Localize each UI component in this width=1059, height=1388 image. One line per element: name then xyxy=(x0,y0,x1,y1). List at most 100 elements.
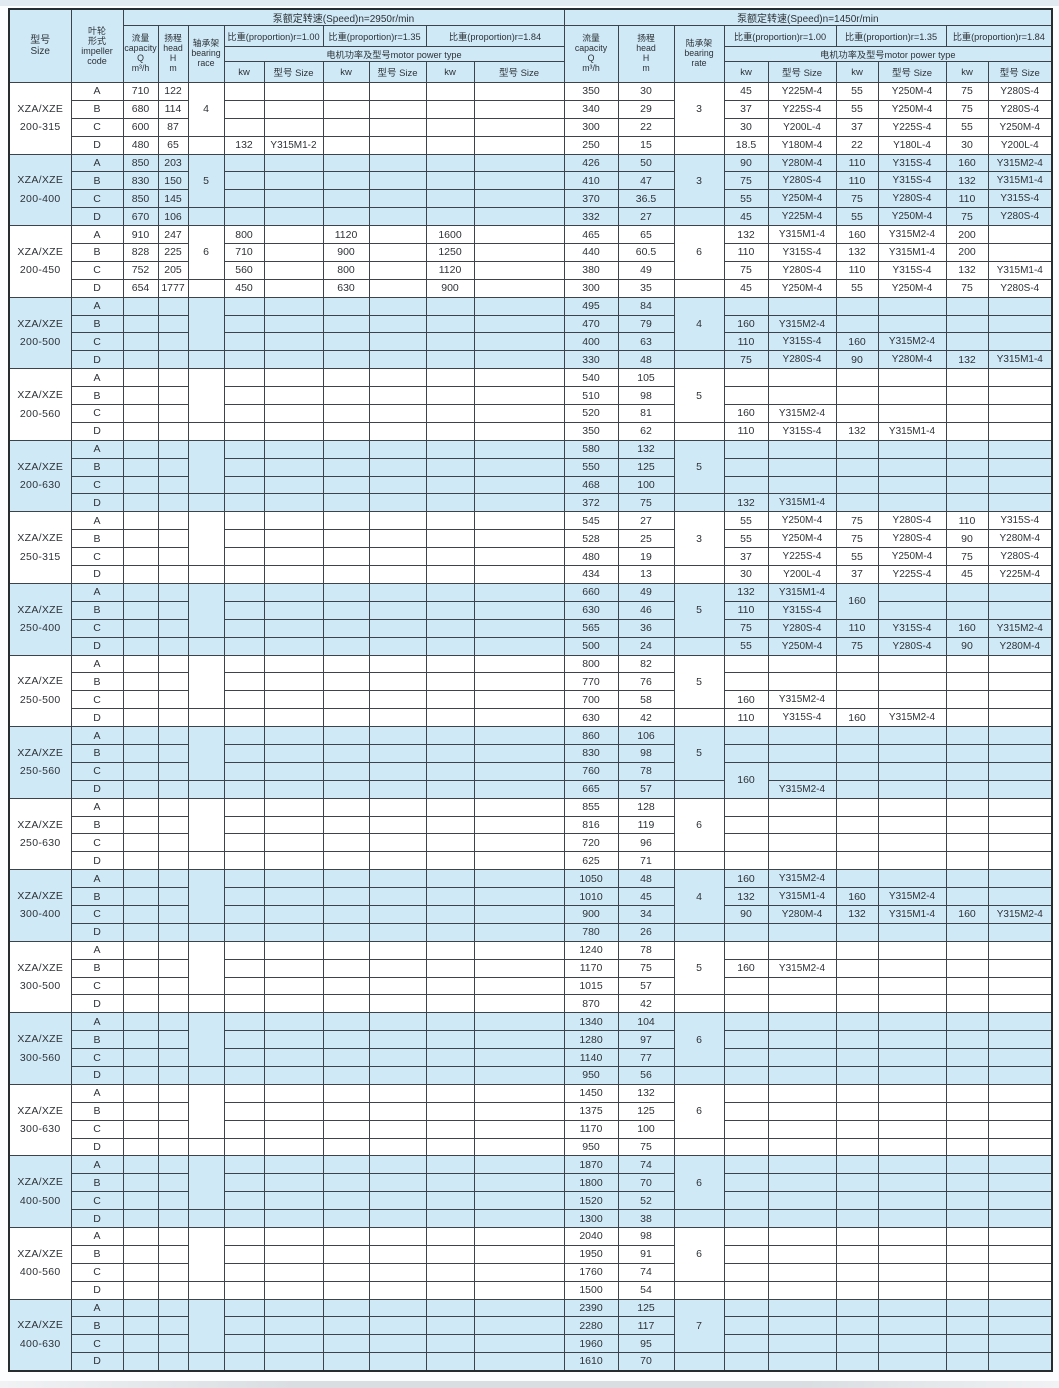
cell-impeller-code: A xyxy=(70,1083,124,1103)
cell-head-2950 xyxy=(157,672,189,692)
cell-head-1450: 52 xyxy=(617,1191,675,1211)
cell-motor-type-1450: Y280S-4 xyxy=(767,171,837,191)
cell-capacity-2950: 680 xyxy=(122,99,159,119)
cell-motor-type-1450 xyxy=(767,797,837,817)
cell-head-1450: 19 xyxy=(617,547,675,567)
cell-capacity-2950 xyxy=(122,1352,159,1372)
cell-bearing-1450 xyxy=(673,1065,725,1085)
cell-motor-kw-1450: 37 xyxy=(835,117,879,137)
cell-motor-kw-1450 xyxy=(723,1298,769,1318)
cell-motor-type-2950 xyxy=(473,260,565,280)
cell-motor-type-2950 xyxy=(263,260,324,280)
cell-motor-type-1450: Y250M-4 xyxy=(767,636,837,656)
cell-motor-kw-2950 xyxy=(322,1137,370,1157)
cell-motor-type-2950 xyxy=(263,1119,324,1139)
cell-head-1450: 50 xyxy=(617,153,675,173)
cell-motor-type-2950 xyxy=(473,797,565,817)
cell-head-2950 xyxy=(157,547,189,567)
cell-motor-kw-1450 xyxy=(945,600,989,620)
cell-motor-type-2950 xyxy=(473,421,565,441)
cell-impeller-code: B xyxy=(70,1101,124,1121)
cell-motor-type-2950 xyxy=(263,296,324,316)
cell-motor-type-1450: Y225S-4 xyxy=(877,117,947,137)
cell-motor-kw-1450 xyxy=(945,1048,989,1067)
cell-head-2950 xyxy=(157,904,189,924)
cell-motor-kw-2950 xyxy=(223,421,265,441)
cell-motor-kw-2950 xyxy=(223,565,265,584)
cell-motor-type-1450 xyxy=(987,404,1053,423)
cell-motor-type-1450 xyxy=(987,1298,1053,1318)
cell-head-1450: 98 xyxy=(617,1227,675,1246)
cell-capacity-1450: 580 xyxy=(563,439,619,459)
cell-bearing-2950 xyxy=(187,869,225,924)
cell-motor-kw-2950 xyxy=(425,672,475,692)
cell-capacity-2950: 710 xyxy=(122,82,159,101)
header-kw-left-0: kw xyxy=(223,61,265,83)
cell-motor-kw-2950 xyxy=(322,600,370,620)
cell-motor-kw-2950 xyxy=(223,1191,265,1211)
cell-head-2950: 114 xyxy=(157,99,189,119)
cell-impeller-code: D xyxy=(70,1065,124,1085)
cell-capacity-2950 xyxy=(122,1191,159,1211)
cell-head-1450: 77 xyxy=(617,1048,675,1067)
cell-head-2950 xyxy=(157,1352,189,1372)
cell-motor-type-1450: Y180L-4 xyxy=(877,135,947,155)
cell-motor-type-1450 xyxy=(877,1155,947,1175)
cell-motor-type-2950 xyxy=(263,708,324,728)
cell-motor-type-2950 xyxy=(263,1012,324,1032)
cell-motor-type-2950 xyxy=(473,207,565,227)
cell-motor-kw-2950 xyxy=(223,368,265,388)
cell-capacity-1450: 950 xyxy=(563,1065,619,1085)
cell-motor-kw-1450 xyxy=(945,1316,989,1336)
cell-motor-kw-1450 xyxy=(835,958,879,978)
cell-motor-type-1450 xyxy=(877,1191,947,1211)
cell-capacity-2950 xyxy=(122,1155,159,1175)
cell-motor-type-2950 xyxy=(368,493,427,513)
cell-head-1450: 48 xyxy=(617,350,675,370)
cell-motor-type-1450 xyxy=(767,1065,837,1085)
cell-capacity-1450: 500 xyxy=(563,636,619,656)
cell-head-1450: 125 xyxy=(617,1101,675,1121)
cell-motor-type-1450 xyxy=(987,1209,1053,1228)
page-bottom-strip xyxy=(0,1381,1059,1388)
cell-impeller-code: C xyxy=(70,1191,124,1211)
cell-capacity-1450: 1950 xyxy=(563,1244,619,1264)
cell-motor-type-1450: Y280S-4 xyxy=(987,547,1053,567)
cell-motor-kw-1450 xyxy=(835,1352,879,1372)
cell-bearing-1450 xyxy=(673,779,725,799)
cell-motor-type-1450: Y315M1-4 xyxy=(877,421,947,441)
cell-motor-kw-1450: 75 xyxy=(945,278,989,298)
cell-capacity-1450: 410 xyxy=(563,171,619,191)
cell-motor-kw-1450: 110 xyxy=(835,260,879,280)
cell-motor-kw-2950 xyxy=(322,493,370,513)
cell-motor-type-2950 xyxy=(473,976,565,996)
cell-capacity-2950 xyxy=(122,1173,159,1193)
cell-motor-kw-2950 xyxy=(425,726,475,745)
cell-motor-type-2950 xyxy=(368,922,427,942)
cell-motor-type-1450 xyxy=(767,475,837,495)
cell-motor-type-2950 xyxy=(263,672,324,692)
cell-motor-type-2950 xyxy=(263,171,324,191)
header-proportion-left-2: 比重(proportion)r=1.84 xyxy=(425,25,565,47)
cell-motor-kw-1450 xyxy=(945,797,989,817)
cell-motor-type-2950 xyxy=(263,815,324,835)
cell-motor-type-2950 xyxy=(263,1280,324,1300)
cell-head-2950 xyxy=(157,1191,189,1211)
cell-motor-type-2950 xyxy=(368,743,427,763)
cell-capacity-2950 xyxy=(122,386,159,406)
cell-impeller-code: C xyxy=(70,1119,124,1139)
cell-capacity-1450: 540 xyxy=(563,368,619,388)
header-proportion-left-0: 比重(proportion)r=1.00 xyxy=(223,25,324,47)
cell-capacity-2950 xyxy=(122,1280,159,1300)
cell-motor-type-2950 xyxy=(473,189,565,209)
cell-motor-type-1450 xyxy=(987,833,1053,853)
cell-motor-type-2950 xyxy=(263,1262,324,1282)
cell-bearing-1450: 4 xyxy=(673,296,725,352)
cell-bearing-2950 xyxy=(187,726,225,781)
cell-impeller-code: B xyxy=(70,171,124,191)
cell-motor-type-2950 xyxy=(473,529,565,549)
cell-motor-kw-2950 xyxy=(425,1083,475,1103)
cell-impeller-code: C xyxy=(70,475,124,495)
cell-motor-kw-2950 xyxy=(425,421,475,441)
